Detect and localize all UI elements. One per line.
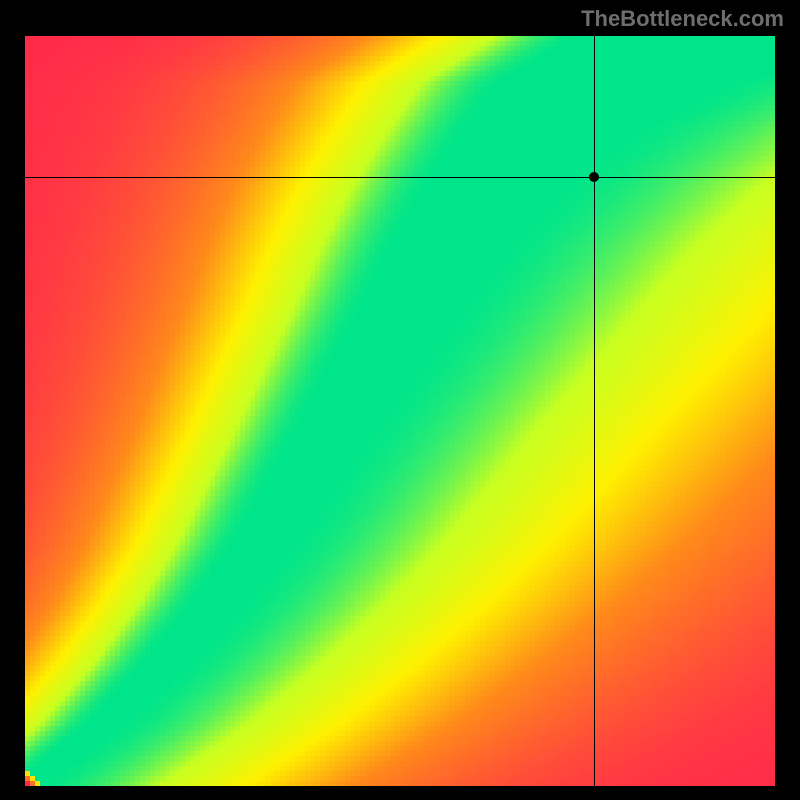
bottleneck-heatmap bbox=[25, 36, 775, 786]
watermark: TheBottleneck.com bbox=[581, 6, 784, 32]
crosshair-vertical bbox=[594, 36, 595, 786]
crosshair-marker[interactable] bbox=[589, 172, 599, 182]
crosshair-horizontal bbox=[25, 177, 775, 178]
heatmap-canvas bbox=[25, 36, 775, 786]
